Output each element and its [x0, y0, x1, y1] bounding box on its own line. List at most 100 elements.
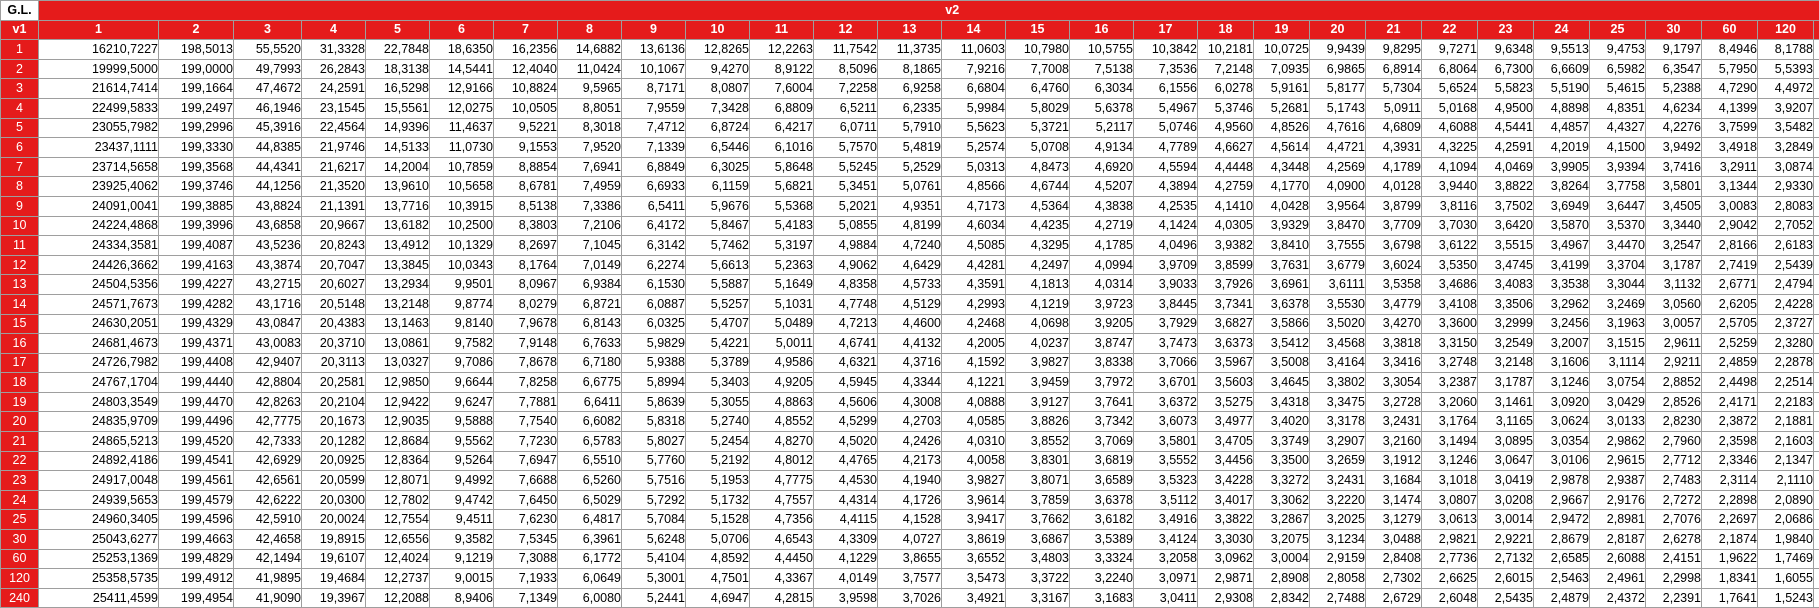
table-cell[interactable]: 19,6107: [302, 549, 366, 569]
table-cell[interactable]: 6,6411: [558, 392, 622, 412]
table-cell[interactable]: 6,5411: [622, 196, 686, 216]
column-header[interactable]: 15: [1006, 20, 1070, 40]
table-cell[interactable]: 4,6741: [814, 334, 878, 354]
table-cell[interactable]: 12,8265: [686, 40, 750, 60]
table-cell[interactable]: 4,6947: [686, 588, 750, 608]
table-cell[interactable]: 4,0994: [1070, 255, 1134, 275]
table-cell[interactable]: 24224,4868: [39, 216, 159, 236]
row-header[interactable]: 13: [1, 275, 39, 295]
table-cell[interactable]: 4,7775: [750, 471, 814, 491]
table-cell[interactable]: 3,6073: [1134, 412, 1198, 432]
table-cell[interactable]: 2,3114: [1702, 471, 1758, 491]
table-cell[interactable]: 4,2535: [1134, 196, 1198, 216]
table-cell[interactable]: 6,6609: [1534, 59, 1590, 79]
table-cell[interactable]: 16,2356: [494, 40, 558, 60]
table-cell[interactable]: 9,6348: [1478, 40, 1534, 60]
table-cell[interactable]: 199,0000: [159, 59, 234, 79]
table-cell[interactable]: 7,0935: [1254, 59, 1310, 79]
table-cell[interactable]: 10,2181: [1198, 40, 1254, 60]
table-cell[interactable]: 3,7341: [1198, 294, 1254, 314]
table-cell[interactable]: 3,0647: [1478, 451, 1534, 471]
table-cell[interactable]: 2,0148: [1814, 471, 1819, 491]
table-cell[interactable]: 3,5112: [1134, 490, 1198, 510]
table-cell[interactable]: 2,8166: [1702, 236, 1758, 256]
table-cell[interactable]: 3,4108: [1422, 294, 1478, 314]
column-header[interactable]: 10: [686, 20, 750, 40]
table-cell[interactable]: 3,9598: [814, 588, 878, 608]
table-cell[interactable]: 3,2911: [1702, 157, 1758, 177]
table-cell[interactable]: 2,3598: [1702, 432, 1758, 452]
row-header[interactable]: 16: [1, 334, 39, 354]
table-cell[interactable]: 3,4921: [942, 588, 1006, 608]
table-cell[interactable]: 3,5515: [1478, 236, 1534, 256]
table-cell[interactable]: 4,2276: [1646, 118, 1702, 138]
table-cell[interactable]: 25043,6277: [39, 530, 159, 550]
table-cell[interactable]: 2,6205: [1702, 294, 1758, 314]
table-cell[interactable]: 22,4564: [302, 118, 366, 138]
table-cell[interactable]: 2,6105: [1814, 216, 1819, 236]
table-cell[interactable]: 7,2258: [814, 79, 878, 99]
table-cell[interactable]: 2,1881: [1758, 412, 1814, 432]
table-cell[interactable]: 9,1553: [494, 138, 558, 158]
table-cell[interactable]: 5,3721: [1006, 118, 1070, 138]
table-cell[interactable]: 6,1556: [1134, 79, 1198, 99]
table-cell[interactable]: 6,8721: [558, 294, 622, 314]
table-cell[interactable]: 3,1963: [1590, 314, 1646, 334]
table-cell[interactable]: 6,8064: [1422, 59, 1478, 79]
table-cell[interactable]: 4,2005: [942, 334, 1006, 354]
row-header[interactable]: 23: [1, 471, 39, 491]
table-cell[interactable]: 3,7555: [1310, 236, 1366, 256]
table-cell[interactable]: 5,0011: [750, 334, 814, 354]
table-cell[interactable]: 2,4372: [1590, 588, 1646, 608]
table-cell[interactable]: 2,2878: [1758, 353, 1814, 373]
table-cell[interactable]: 2,7076: [1646, 510, 1702, 530]
table-cell[interactable]: 4,1813: [1006, 275, 1070, 295]
table-cell[interactable]: 5,7516: [622, 471, 686, 491]
table-cell[interactable]: 3,8445: [1134, 294, 1198, 314]
table-cell[interactable]: 8,8051: [558, 98, 622, 118]
table-cell[interactable]: 5,2681: [1254, 98, 1310, 118]
table-cell[interactable]: 43,1716: [234, 294, 302, 314]
table-cell[interactable]: 9,1797: [1646, 40, 1702, 60]
table-cell[interactable]: 3,9440: [1422, 177, 1478, 197]
table-cell[interactable]: 5,8318: [622, 412, 686, 432]
table-cell[interactable]: 3,7641: [1070, 392, 1134, 412]
table-cell[interactable]: 199,4596: [159, 510, 234, 530]
table-cell[interactable]: 5,0313: [942, 157, 1006, 177]
table-cell[interactable]: 4,6429: [878, 255, 942, 275]
table-cell[interactable]: 6,6804: [942, 79, 1006, 99]
table-cell[interactable]: 3,7473: [1134, 334, 1198, 354]
table-cell[interactable]: 5,1649: [750, 275, 814, 295]
table-cell[interactable]: 18,6350: [430, 40, 494, 60]
table-cell[interactable]: 4,2468: [942, 314, 1006, 334]
table-cell[interactable]: 6,9384: [558, 275, 622, 295]
table-cell[interactable]: 7,6450: [494, 490, 558, 510]
table-cell[interactable]: 13,0327: [366, 353, 430, 373]
table-cell[interactable]: 5,0489: [750, 314, 814, 334]
table-cell[interactable]: 2,8371: [1814, 177, 1819, 197]
row-header[interactable]: 8: [1, 177, 39, 197]
table-cell[interactable]: 7,6941: [558, 157, 622, 177]
table-cell[interactable]: 16,5298: [366, 79, 430, 99]
table-cell[interactable]: 4,8526: [1254, 118, 1310, 138]
table-cell[interactable]: 3,3062: [1254, 490, 1310, 510]
table-cell[interactable]: 24939,5653: [39, 490, 159, 510]
table-cell[interactable]: 4,1221: [942, 373, 1006, 393]
table-cell[interactable]: 3,7030: [1422, 216, 1478, 236]
table-cell[interactable]: 4,8473: [1006, 157, 1070, 177]
table-cell[interactable]: 3,4164: [1310, 353, 1366, 373]
table-cell[interactable]: 8,3018: [558, 118, 622, 138]
table-cell[interactable]: 8,5096: [814, 59, 878, 79]
table-cell[interactable]: 24803,3549: [39, 392, 159, 412]
column-header[interactable]: 120: [1758, 20, 1814, 40]
table-cell[interactable]: 5,8467: [686, 216, 750, 236]
table-cell[interactable]: 3,6378: [1070, 490, 1134, 510]
table-cell[interactable]: 4,2019: [1534, 138, 1590, 158]
table-cell[interactable]: 3,1018: [1422, 471, 1478, 491]
table-cell[interactable]: 4,0310: [942, 432, 1006, 452]
table-cell[interactable]: 6,1159: [686, 177, 750, 197]
table-cell[interactable]: 43,0083: [234, 334, 302, 354]
table-cell[interactable]: 6,6775: [558, 373, 622, 393]
table-cell[interactable]: 3,4645: [1254, 373, 1310, 393]
